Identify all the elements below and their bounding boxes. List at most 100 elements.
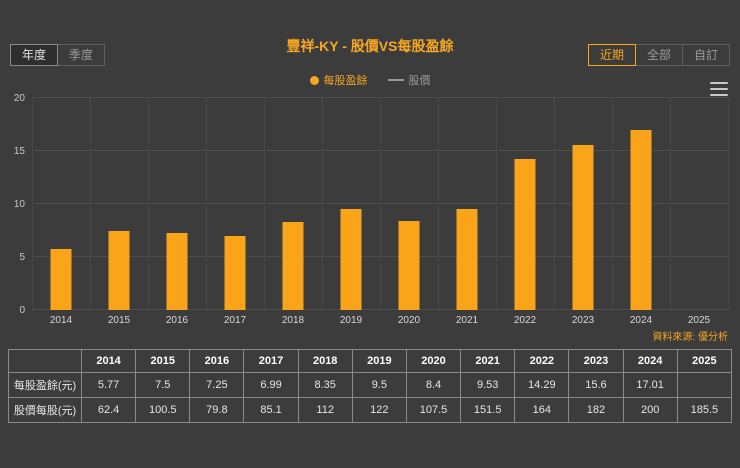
period-toggle: 年度 季度 xyxy=(10,44,106,66)
legend-label: 股價 xyxy=(408,75,431,87)
bar-column-2018 xyxy=(264,98,322,310)
data-table-wrap: 2014 2015 2016 2017 2018 2019 2020 2021 2022 2023… xyxy=(8,349,733,423)
bar-column-2019 xyxy=(322,98,380,310)
table-cell: 151.5 xyxy=(460,397,516,423)
bar-2015 xyxy=(108,230,130,310)
bar-2022 xyxy=(514,158,536,310)
button-custom[interactable]: 自訂 xyxy=(681,44,730,66)
button-recent[interactable]: 近期 xyxy=(587,44,636,66)
table-year-header: 2018 xyxy=(297,349,353,373)
table-cell: 112 xyxy=(297,397,353,423)
y-axis-label: 10 xyxy=(13,199,25,210)
bar-column-2016 xyxy=(148,98,206,310)
plot-grid xyxy=(32,97,729,310)
bar-column-2023 xyxy=(554,98,612,310)
table-year-header: 2014 xyxy=(80,349,137,373)
legend-item-eps[interactable]: 每股盈餘 xyxy=(309,72,368,88)
table-year-header: 2023 xyxy=(568,349,624,373)
bar-2021 xyxy=(456,208,478,310)
bar-column-2015 xyxy=(90,98,148,310)
bar-2016 xyxy=(166,233,188,310)
hamburger-menu-icon[interactable] xyxy=(710,82,728,96)
table-year-header: 2017 xyxy=(243,349,299,373)
table-year-header: 2022 xyxy=(514,349,570,373)
table-cell: 6.99 xyxy=(243,372,299,398)
data-source: 資料來源: 優分析 xyxy=(652,332,728,343)
table-header-row: 2014 2015 2016 2017 2018 2019 2020 2021 2022 2023… xyxy=(8,349,733,373)
x-axis-label: 2018 xyxy=(281,315,305,326)
x-axis-label: 2014 xyxy=(49,315,73,326)
button-yearly[interactable]: 年度 xyxy=(10,44,59,66)
table-cell: 79.8 xyxy=(189,397,245,423)
button-quarterly[interactable]: 季度 xyxy=(57,44,106,66)
y-axis: 0 5 10 15 20 xyxy=(0,93,32,316)
gridline-x xyxy=(148,98,149,310)
bar-column-2017 xyxy=(206,98,264,310)
bar-column-2022 xyxy=(496,98,554,310)
x-axis-label: 2017 xyxy=(223,315,247,326)
table-cell: 14.29 xyxy=(514,372,570,398)
gridline-x xyxy=(496,98,497,310)
x-axis: 2014 2015 2016 2017 2018 2019 2020 2021 2022 2023… xyxy=(32,315,728,326)
menu-bar xyxy=(710,94,728,96)
bar-2017 xyxy=(224,235,246,310)
y-axis-label: 0 xyxy=(19,305,25,316)
table-cell: 122 xyxy=(351,397,407,423)
bar-2019 xyxy=(340,209,362,310)
bar-column-2024 xyxy=(612,98,670,310)
gridline-x xyxy=(612,98,613,310)
legend-dot-icon xyxy=(309,75,319,85)
table-cell: 62.4 xyxy=(80,397,137,423)
button-all[interactable]: 全部 xyxy=(634,44,683,66)
bar-2023 xyxy=(572,144,594,310)
chart-plot-area: 0 5 10 15 20 xyxy=(0,93,740,316)
table-cell: 85.1 xyxy=(243,397,299,423)
table-row: 每股盈餘(元) 5.77 7.5 7.25 6.99 8.35 9.5 8.4 9.53 14.2… xyxy=(8,372,733,398)
table-year-header: 2019 xyxy=(351,349,407,373)
bar-series xyxy=(32,98,728,310)
x-axis-label: 2016 xyxy=(165,315,189,326)
gridline-x xyxy=(206,98,207,310)
table-cell: 185.5 xyxy=(676,397,733,423)
range-toggle: 近期 全部 自訂 xyxy=(587,44,730,66)
menu-bar xyxy=(710,88,728,90)
chart-legend: 每股盈餘 股價 xyxy=(0,72,740,88)
bar-2020 xyxy=(398,220,420,310)
gridline-y-20 xyxy=(32,97,728,98)
table-cell: 182 xyxy=(568,397,624,423)
x-axis-label: 2021 xyxy=(455,315,479,326)
gridline-x xyxy=(554,98,555,310)
table-year-header: 2025 xyxy=(676,349,733,373)
gridline-x xyxy=(32,98,33,310)
gridline-x xyxy=(322,98,323,310)
x-axis-label: 2025 xyxy=(687,315,711,326)
bar-column-2020 xyxy=(380,98,438,310)
table-cell: 15.6 xyxy=(568,372,624,398)
y-axis-label: 20 xyxy=(13,93,25,104)
table-cell: 8.35 xyxy=(297,372,353,398)
gridline-x xyxy=(670,98,671,310)
bar-column-2021 xyxy=(438,98,496,310)
bar-column-2014 xyxy=(32,98,90,310)
legend-label: 每股盈餘 xyxy=(323,75,368,87)
y-axis-label: 15 xyxy=(13,146,25,157)
table-cell: 7.25 xyxy=(189,372,245,398)
table-year-header: 2016 xyxy=(189,349,245,373)
chart-title: 豐祥-KY - 股價VS每股盈餘 xyxy=(286,38,454,54)
table-cell: 9.5 xyxy=(351,372,407,398)
x-axis-label: 2022 xyxy=(513,315,537,326)
x-axis-label: 2024 xyxy=(629,315,653,326)
table-cell: 100.5 xyxy=(135,397,191,423)
table-cell: 5.77 xyxy=(80,372,137,398)
x-axis-label: 2015 xyxy=(107,315,131,326)
bar-2014 xyxy=(50,248,72,310)
table-cell: 164 xyxy=(514,397,570,423)
x-axis-label: 2019 xyxy=(339,315,363,326)
data-table: 2014 2015 2016 2017 2018 2019 2020 2021 2022 2023… xyxy=(8,349,733,423)
x-axis-label: 2023 xyxy=(571,315,595,326)
bar-2024 xyxy=(630,129,652,310)
table-cell: 107.5 xyxy=(405,397,462,423)
bar-column-2025 xyxy=(670,98,728,310)
legend-item-price[interactable]: 股價 xyxy=(387,72,431,88)
x-axis-label: 2020 xyxy=(397,315,421,326)
